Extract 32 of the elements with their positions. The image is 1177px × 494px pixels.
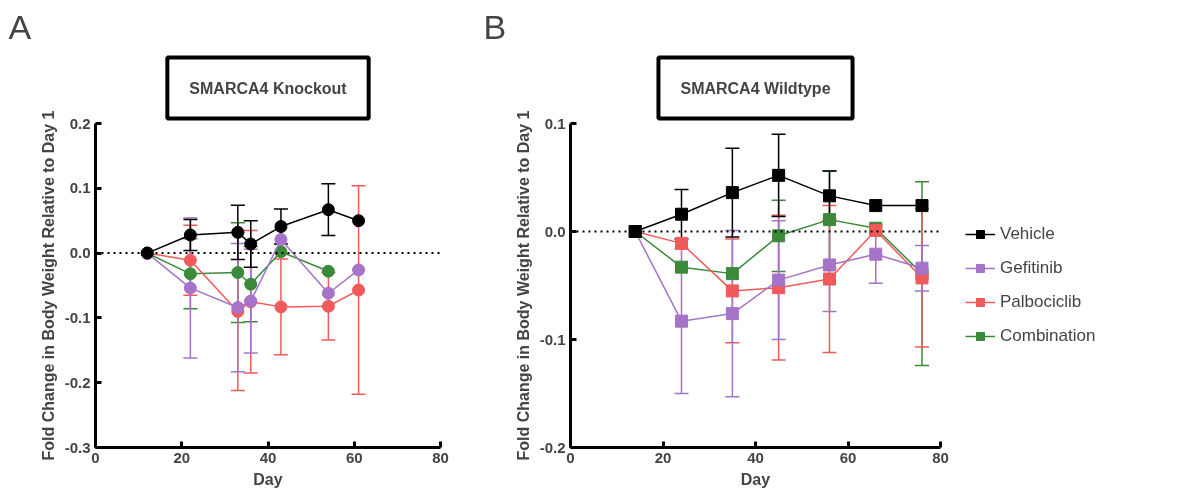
text: A: [8, 7, 32, 46]
y-tick-label: 0.1: [544, 114, 566, 132]
legend-label: Vehicle: [1000, 224, 1055, 244]
y-axis-title: Fold Change in Body Weight Relative to Day 1: [514, 110, 532, 461]
x-tick-label: 40: [747, 448, 764, 466]
x-tick-label: 60: [345, 448, 363, 466]
y-tick-label: -0.2: [539, 438, 566, 456]
x-tick-label: 80: [932, 448, 949, 466]
legend-label: Gefitinib: [1000, 258, 1063, 278]
legend-label: Combination: [1000, 326, 1096, 346]
y-tick-label: 0.0: [544, 222, 566, 240]
x-tick-label: 60: [839, 448, 857, 466]
x-tick-label: 0: [566, 448, 575, 466]
x-tick-label: 80: [432, 448, 449, 466]
x-axis-title: Day: [740, 470, 771, 488]
y-tick-label: -0.2: [64, 373, 91, 391]
y-tick-label: -0.1: [64, 308, 91, 326]
chart-title: SMARCA4 Knockout: [189, 79, 348, 97]
text: B: [483, 7, 507, 46]
x-tick-label: 20: [173, 448, 191, 466]
y-axis-title: Fold Change in Body Weight Relative to Day 1: [39, 110, 57, 461]
y-tick-label: 0.1: [69, 179, 91, 197]
x-axis-title: Day: [253, 470, 283, 488]
x-tick-label: 20: [654, 448, 672, 466]
y-tick-label: 0.2: [69, 114, 91, 132]
y-tick-label: -0.3: [64, 438, 91, 456]
legend-label: Palbociclib: [1000, 292, 1082, 312]
x-tick-label: 0: [91, 448, 100, 466]
y-tick-label: -0.1: [539, 330, 566, 348]
y-tick-label: 0.0: [69, 244, 91, 262]
chart-title: SMARCA4 Wildtype: [680, 79, 831, 97]
x-tick-label: 40: [259, 448, 277, 466]
